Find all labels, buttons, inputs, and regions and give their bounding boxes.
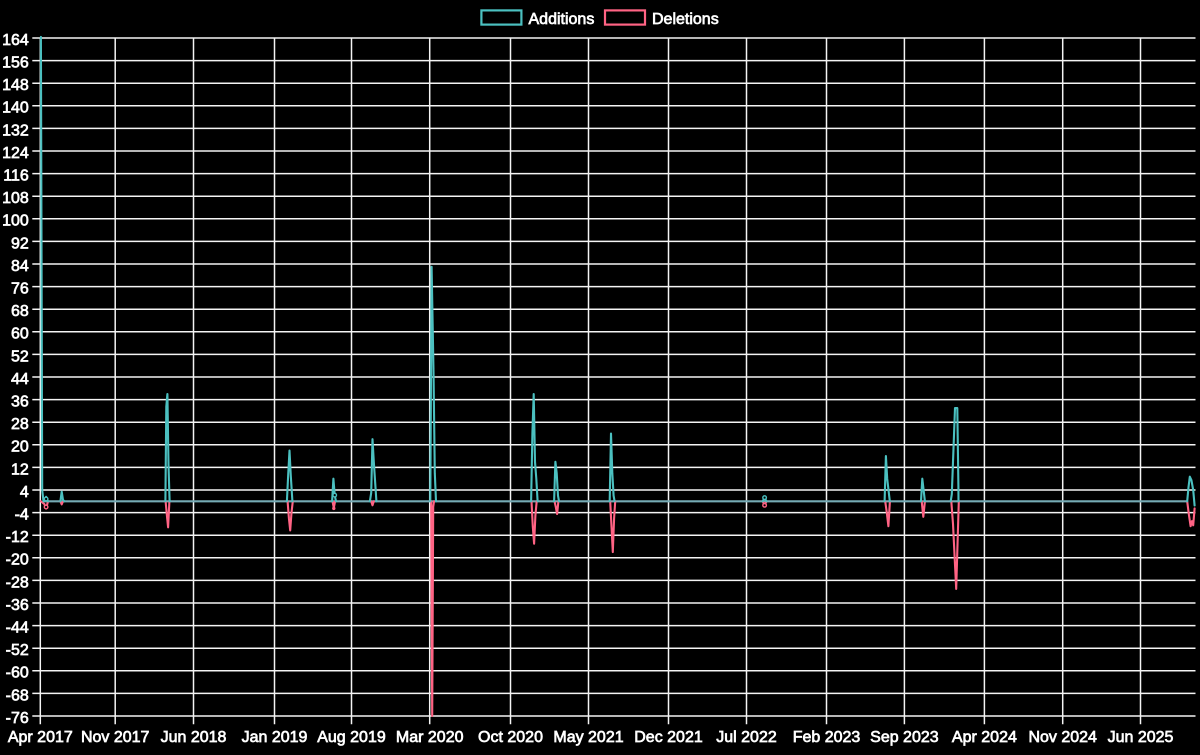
svg-text:-60: -60 [6, 665, 29, 682]
svg-text:Mar 2020: Mar 2020 [396, 729, 464, 746]
svg-text:44: 44 [11, 371, 29, 388]
svg-text:Nov 2017: Nov 2017 [81, 729, 150, 746]
svg-text:Nov 2024: Nov 2024 [1028, 729, 1097, 746]
svg-text:May 2021: May 2021 [553, 729, 623, 746]
svg-text:28: 28 [11, 416, 29, 433]
svg-text:Jun 2025: Jun 2025 [1108, 729, 1174, 746]
svg-text:132: 132 [2, 122, 29, 139]
svg-text:36: 36 [11, 394, 29, 411]
svg-text:Jan 2019: Jan 2019 [242, 729, 308, 746]
svg-text:-4: -4 [15, 507, 29, 524]
svg-text:52: 52 [11, 348, 29, 365]
svg-text:148: 148 [2, 77, 29, 94]
svg-text:Feb 2023: Feb 2023 [793, 729, 861, 746]
svg-text:156: 156 [2, 55, 29, 72]
svg-text:Apr 2017: Apr 2017 [8, 729, 73, 746]
svg-text:164: 164 [2, 32, 29, 49]
svg-text:12: 12 [11, 461, 29, 478]
svg-text:-12: -12 [6, 529, 29, 546]
svg-text:-76: -76 [6, 710, 29, 727]
svg-text:Dec 2021: Dec 2021 [634, 729, 703, 746]
svg-text:60: 60 [11, 326, 29, 343]
svg-text:84: 84 [11, 258, 29, 275]
svg-text:Apr 2024: Apr 2024 [952, 729, 1017, 746]
svg-text:Deletions: Deletions [652, 11, 719, 28]
svg-text:Sep 2023: Sep 2023 [870, 729, 939, 746]
svg-text:-68: -68 [6, 687, 29, 704]
svg-text:-44: -44 [6, 620, 29, 637]
svg-text:-36: -36 [6, 597, 29, 614]
svg-text:20: 20 [11, 439, 29, 456]
svg-text:116: 116 [3, 168, 29, 185]
svg-text:Aug 2019: Aug 2019 [317, 729, 386, 746]
svg-text:108: 108 [2, 190, 29, 207]
svg-text:-20: -20 [6, 552, 29, 569]
svg-text:Additions: Additions [529, 11, 595, 28]
svg-text:92: 92 [11, 235, 29, 252]
svg-text:76: 76 [11, 281, 29, 298]
svg-text:-28: -28 [6, 574, 29, 591]
svg-text:100: 100 [2, 213, 29, 230]
svg-text:-52: -52 [6, 642, 29, 659]
svg-text:4: 4 [20, 484, 29, 501]
svg-text:Oct 2020: Oct 2020 [478, 729, 543, 746]
svg-text:124: 124 [2, 145, 29, 162]
svg-text:Jun 2018: Jun 2018 [161, 729, 227, 746]
svg-text:140: 140 [2, 100, 29, 117]
svg-text:Jul 2022: Jul 2022 [716, 729, 777, 746]
svg-text:68: 68 [11, 303, 29, 320]
